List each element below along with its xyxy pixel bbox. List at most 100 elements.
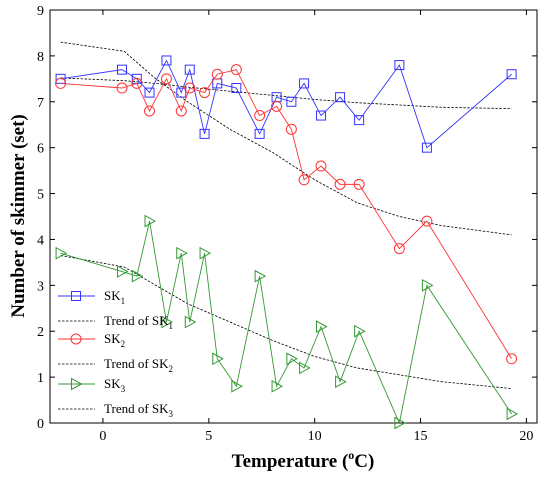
legend-label: SK3 [104,376,126,394]
legend-label-sub: 3 [121,384,126,394]
series-line [60,69,512,359]
trend-line [60,255,512,389]
circle-marker [116,82,128,94]
series-line [60,220,512,425]
circle-marker [334,178,346,190]
triangle-marker [71,377,83,391]
square-marker [161,55,172,66]
legend-label-main: SK [104,376,121,391]
y-tick-label: 3 [37,279,44,294]
circle-marker [211,68,223,80]
legend-label-sub: 1 [121,296,126,306]
x-tick-label: 20 [519,429,533,444]
triangle-marker [212,352,224,366]
x-axis-title-main: Temperature ( [232,451,349,472]
triangle-marker [394,416,406,430]
y-tick-label: 0 [37,417,44,432]
triangle-marker [354,324,366,338]
square-marker [394,60,405,71]
square-marker [286,96,297,107]
series-5 [60,255,512,389]
x-axis-title-sup: o [348,448,354,462]
square-marker [421,142,432,153]
circle-marker [184,82,196,94]
square-marker [176,87,187,98]
circle-marker [175,105,187,117]
circle-marker [55,77,67,89]
circle-marker [315,160,327,172]
circle-marker [199,87,211,99]
triangle-marker [199,246,212,260]
series-layer [55,41,519,430]
triangle-marker [184,315,197,329]
y-tick-label: 6 [37,142,44,157]
circle-marker [271,100,283,112]
series-4 [55,214,519,430]
triangle-marker [271,379,284,393]
triangle-marker [506,407,519,421]
square-marker [254,128,265,139]
triangle-marker [131,269,144,283]
x-tick-label: 5 [205,429,212,444]
legend-label-main: Trend of SK [104,401,169,416]
legend-label-main: Trend of SK [104,313,169,328]
legend-label-main: SK [104,288,121,303]
y-tick-label: 1 [37,371,44,386]
square-marker [506,69,517,80]
square-marker [299,78,310,89]
circle-marker [298,174,310,186]
triangle-marker [316,320,328,333]
triangle-marker [176,246,188,260]
circle-marker [353,178,365,190]
triangle-marker [421,278,434,292]
legend-label: SK2 [104,331,125,349]
circle-marker [506,353,518,365]
triangle-marker [116,265,129,278]
y-tick-label: 7 [37,96,44,111]
circle-marker [393,243,405,255]
legend-label-main: Trend of SK [104,356,169,371]
series-line [60,59,512,149]
series-3 [60,41,512,236]
square-marker [316,110,327,121]
axis-ticks: 0 5 10 15 20 0 1 2 3 4 5 6 7 8 9 [37,4,537,444]
square-marker [231,83,242,94]
triangle-marker [55,246,68,260]
triangle-marker [144,214,157,228]
legend-label-sub: 3 [169,409,174,419]
square-marker [184,64,195,75]
triangle-marker [335,375,347,389]
y-tick-label: 8 [37,50,44,65]
y-tick-label: 2 [37,325,44,340]
circle-marker [254,110,266,122]
y-tick-label: 9 [37,4,44,19]
square-marker [71,291,81,301]
x-tick-label: 10 [308,429,322,444]
y-axis-title: Number of skimmer (set) [8,114,29,318]
triangle-marker [299,361,311,375]
square-marker [55,73,66,84]
circle-marker [131,77,143,89]
square-marker [199,128,210,139]
circle-marker [144,105,156,117]
legend-label-main: SK [104,331,121,346]
triangle-marker [161,315,173,329]
legend-label-sub: 2 [169,364,174,374]
legend-label: Trend of SK3 [104,401,174,419]
legend-label: SK1 [104,288,125,306]
y-tick-label: 5 [37,188,44,203]
x-tick-label: 15 [414,429,428,444]
y-tick-label: 4 [37,233,44,248]
circle-marker [70,333,82,345]
legend-label: Trend of SK2 [104,356,173,374]
circle-marker [160,73,172,85]
trend-line [60,41,512,236]
series-2 [55,64,518,365]
x-tick-label: 0 [99,429,106,444]
plot-area [49,9,538,424]
x-axis-title-tail: C) [354,451,374,472]
triangle-marker [231,379,243,393]
circle-marker [285,123,297,135]
